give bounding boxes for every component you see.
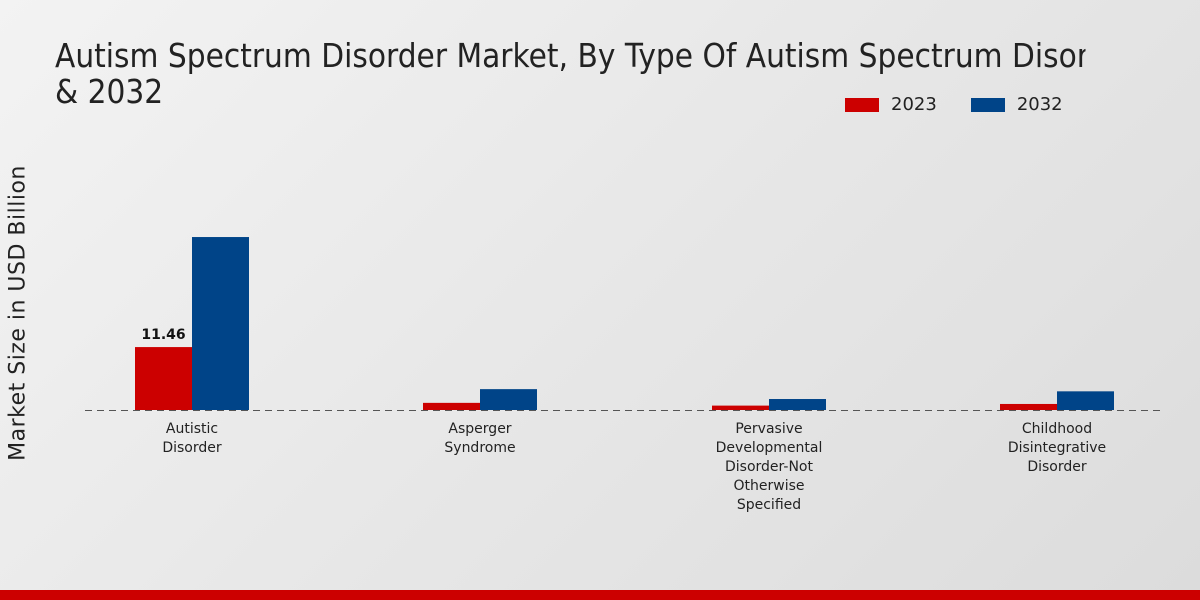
bar-2032-3: [1057, 391, 1114, 410]
x-tick-label-3: Childhood Disintegrative Disorder: [1008, 421, 1106, 475]
legend-label-2032: 2032: [1016, 94, 1063, 115]
legend-item-2032: 2032: [970, 94, 1063, 115]
legend-item-2023: 2023: [845, 94, 937, 115]
bar-2023-3: [1000, 403, 1057, 410]
x-tick-label-line: Childhood: [1022, 421, 1092, 437]
legend-swatch-2023: [845, 97, 879, 112]
bar-2023-2: [712, 405, 769, 410]
x-tick-label-line: Disorder: [1027, 459, 1087, 475]
bar-2032-1: [480, 389, 537, 410]
x-tick-label-line: Disintegrative: [1008, 440, 1106, 456]
x-tick-label-2: Pervasive Developmental Disorder-Not Otherw…: [716, 421, 823, 513]
x-tick-label-line: Developmental: [716, 440, 823, 456]
x-tick-label-line: Syndrome: [444, 440, 515, 456]
x-tick-label-line: Specified: [737, 497, 801, 513]
chart-title: Autism Spectrum Disorder Market, By Type…: [55, 38, 1086, 110]
x-tick-label-line: Disorder: [162, 440, 222, 456]
x-tick-label-line: Otherwise: [734, 478, 805, 494]
x-tick-label-line: Autistic: [166, 421, 218, 437]
data-label-2023-0: 11.46: [141, 327, 185, 343]
legend-swatch-2032: [970, 97, 1005, 112]
bar-2023-1: [423, 402, 480, 410]
bar-2032-0: [192, 237, 249, 410]
chart-legend: 2023 2032: [845, 94, 1097, 115]
chart-title-line-1: Autism Spectrum Disorder Market, By Type…: [55, 38, 1086, 75]
footer-bar: [0, 590, 1200, 600]
legend-label-2023: 2023: [891, 94, 937, 115]
x-tick-label-line: Disorder-Not: [725, 459, 813, 475]
bar-2032-2: [769, 399, 826, 410]
bar-2023-0: [135, 347, 192, 410]
x-tick-label-0: Autistic Disorder: [162, 421, 222, 456]
x-tick-label-1: Asperger Syndrome: [444, 421, 515, 456]
chart-title-line-2: & 2032: [55, 72, 164, 110]
x-tick-label-line: Pervasive: [735, 421, 802, 437]
x-tick-label-line: Asperger: [448, 421, 511, 437]
